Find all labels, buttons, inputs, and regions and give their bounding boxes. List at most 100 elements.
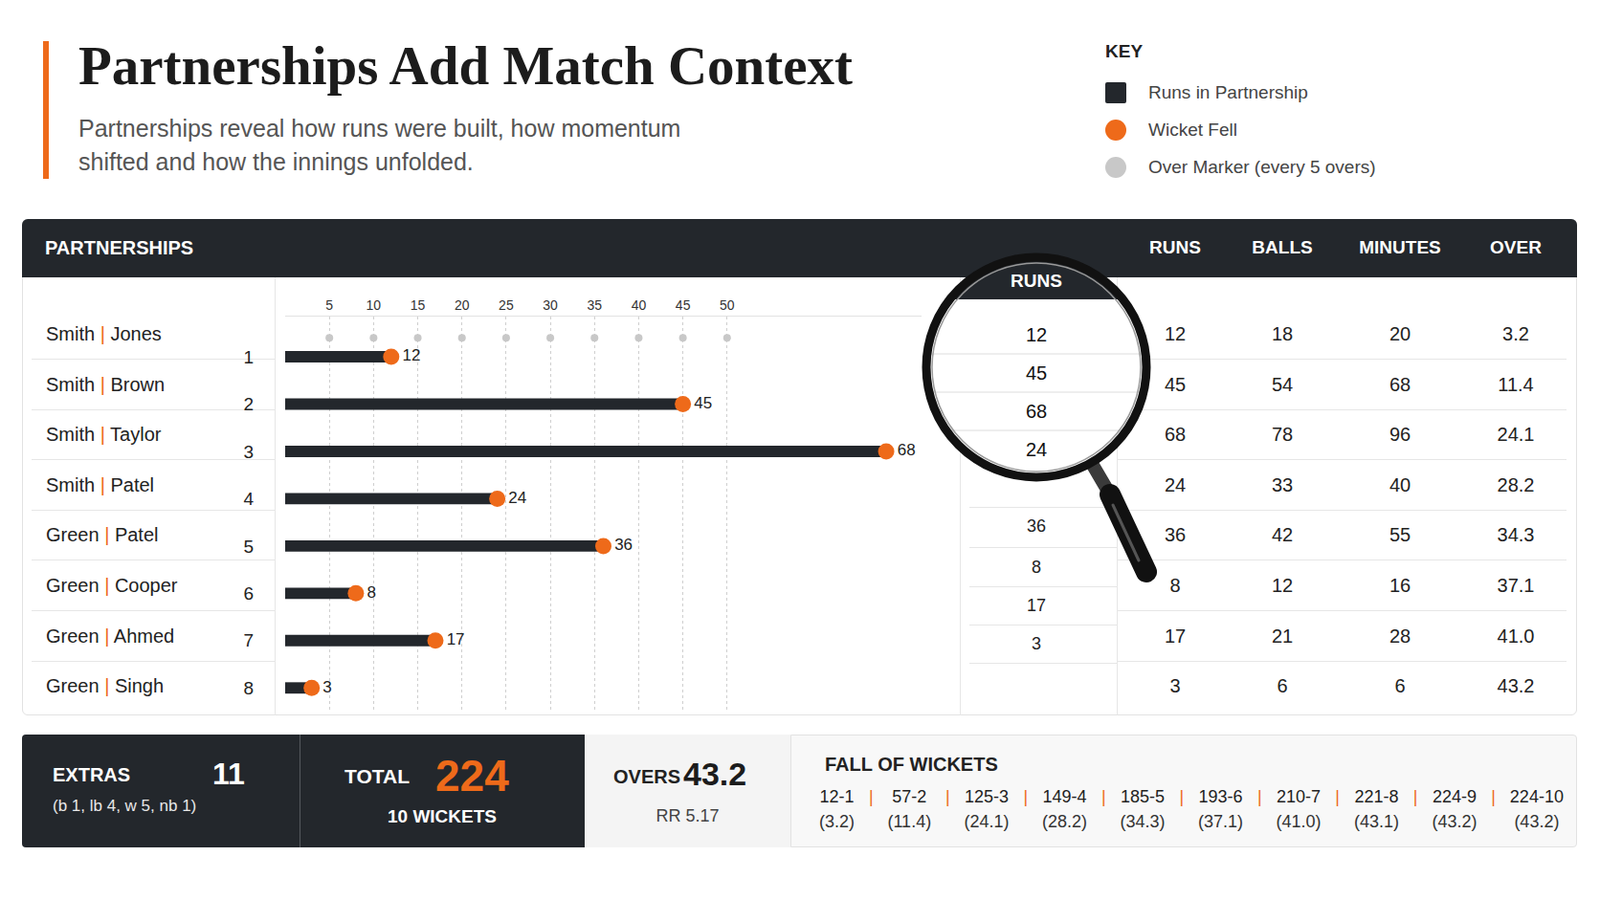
svg-text:2: 2 (243, 394, 254, 415)
svg-text:68: 68 (897, 441, 916, 460)
html-text:Green | Singh: Green | Singh (45, 675, 164, 697)
svg-text:8: 8 (243, 678, 254, 699)
html-text:Smith | Taylor: Smith | Taylor (45, 423, 162, 445)
html-text:RUNS: RUNS (1149, 237, 1201, 258)
svg-text:24: 24 (508, 488, 527, 508)
html-text:11: 11 (212, 756, 245, 792)
svg-text:68: 68 (1025, 400, 1047, 423)
svg-text:3: 3 (322, 678, 332, 697)
html-text:Partnerships reveal how runs w: Partnerships reveal how runs were built,… (78, 114, 681, 176)
svg-text:35: 35 (586, 297, 602, 313)
html-text:45: 45 (1164, 374, 1186, 396)
svg-text:15: 15 (410, 297, 426, 313)
svg-text:10: 10 (366, 297, 382, 313)
svg-text:20: 20 (454, 297, 470, 313)
svg-text:24: 24 (1025, 439, 1047, 461)
svg-text:12: 12 (401, 346, 421, 365)
html-text:TOTAL: TOTAL (344, 765, 410, 788)
html-text:16: 16 (1389, 575, 1411, 597)
svg-text:12: 12 (1025, 324, 1047, 346)
html-text:Smith | Patel: Smith | Patel (45, 474, 155, 496)
svg-text:50: 50 (719, 297, 735, 313)
html-text:EXTRAS: EXTRAS (52, 764, 131, 786)
html-text:33: 33 (1271, 474, 1293, 496)
html-text:11.4: 11.4 (1497, 374, 1534, 396)
html-text:36: 36 (1164, 524, 1186, 546)
svg-text:3: 3 (243, 442, 254, 463)
svg-text:36: 36 (614, 535, 633, 555)
html-text:Wicket Fell: Wicket Fell (1148, 119, 1238, 140)
svg-text:25: 25 (498, 297, 514, 313)
html-text:24.1: 24.1 (1497, 423, 1535, 445)
svg-text:30: 30 (542, 297, 558, 313)
html-text:125-3: 125-3 (964, 787, 1009, 807)
svg-text:1: 1 (243, 347, 254, 368)
svg-text:4: 4 (243, 488, 254, 510)
svg-text:40: 40 (631, 297, 647, 313)
html-text:PARTNERSHIPS: PARTNERSHIPS (44, 237, 194, 259)
html-text:10 WICKETS: 10 WICKETS (387, 806, 497, 827)
html-text:24: 24 (1164, 474, 1186, 496)
svg-text:RUNS: RUNS (1010, 270, 1063, 291)
html-text:224: 224 (435, 751, 509, 801)
html-text:Partnerships Add Match Context: Partnerships Add Match Context (78, 35, 853, 96)
html-text:KEY: KEY (1105, 41, 1143, 62)
html-text:17: 17 (1164, 625, 1186, 647)
html-text:(28.2): (28.2) (1042, 812, 1088, 832)
html-text:68: 68 (1389, 374, 1411, 396)
svg-text:45: 45 (1025, 362, 1047, 384)
html-text:21: 21 (1271, 625, 1293, 647)
html-text:28.2: 28.2 (1497, 474, 1535, 496)
html-text:Smith | Brown: Smith | Brown (45, 374, 165, 396)
html-text:(37.1): (37.1) (1198, 812, 1244, 832)
html-text:78: 78 (1271, 423, 1293, 445)
html-text:17: 17 (1026, 596, 1046, 616)
html-text:3.2: 3.2 (1502, 323, 1530, 345)
html-text:Runs in Partnership: Runs in Partnership (1148, 82, 1309, 103)
html-text:OVERS43.2: OVERS43.2 (613, 755, 747, 793)
html-text:37.1: 37.1 (1497, 575, 1535, 597)
html-text:68: 68 (1164, 423, 1186, 445)
html-text:BALLS: BALLS (1251, 237, 1313, 258)
html-text:Smith | Jones: Smith | Jones (45, 323, 162, 345)
html-text:MINUTES: MINUTES (1359, 237, 1441, 258)
html-text:(3.2): (3.2) (819, 812, 855, 832)
svg-text:8: 8 (367, 583, 377, 602)
svg-text:5: 5 (243, 536, 254, 557)
html-text:(24.1): (24.1) (964, 812, 1010, 832)
html-text:12: 12 (1271, 575, 1293, 597)
svg-text:5: 5 (325, 297, 334, 313)
svg-text:6: 6 (243, 583, 254, 604)
html-text:20: 20 (1389, 323, 1411, 345)
html-text:Over Marker (every 5 overs): Over Marker (every 5 overs) (1148, 156, 1376, 178)
html-text:18: 18 (1271, 323, 1293, 345)
svg-text:45: 45 (675, 297, 691, 313)
html-text:(11.4): (11.4) (887, 812, 932, 832)
html-text:57-2: 57-2 (892, 787, 927, 807)
html-text:12-1: 12-1 (819, 787, 855, 807)
html-text:149-4: 149-4 (1042, 787, 1087, 807)
html-text:54: 54 (1271, 374, 1293, 396)
svg-text:45: 45 (693, 394, 712, 413)
html-text:193-6: 193-6 (1198, 787, 1243, 807)
html-text:40: 40 (1389, 474, 1411, 496)
html-text:42: 42 (1271, 524, 1293, 546)
html-text:(34.3): (34.3) (1120, 812, 1166, 832)
html-text:55: 55 (1389, 524, 1411, 546)
html-text:Green | Cooper: Green | Cooper (45, 575, 178, 597)
html-text:FALL OF WICKETS: FALL OF WICKETS (824, 754, 998, 776)
html-text:OVER: OVER (1490, 237, 1542, 258)
html-text:43.2: 43.2 (1497, 675, 1535, 697)
svg-text:17: 17 (446, 630, 466, 649)
html-text:12: 12 (1164, 323, 1186, 345)
html-text:185-5: 185-5 (1120, 787, 1165, 807)
html-text:28: 28 (1389, 625, 1411, 647)
html-text:41.0: 41.0 (1497, 625, 1535, 647)
html-text:Green | Ahmed: Green | Ahmed (45, 625, 175, 647)
html-text:96: 96 (1389, 423, 1411, 445)
html-text:34.3: 34.3 (1497, 524, 1535, 546)
html-text:RR 5.17: RR 5.17 (655, 806, 720, 826)
html-text:36: 36 (1026, 516, 1046, 536)
svg-text:7: 7 (243, 630, 254, 651)
html-text:Green | Patel: Green | Patel (45, 524, 159, 546)
